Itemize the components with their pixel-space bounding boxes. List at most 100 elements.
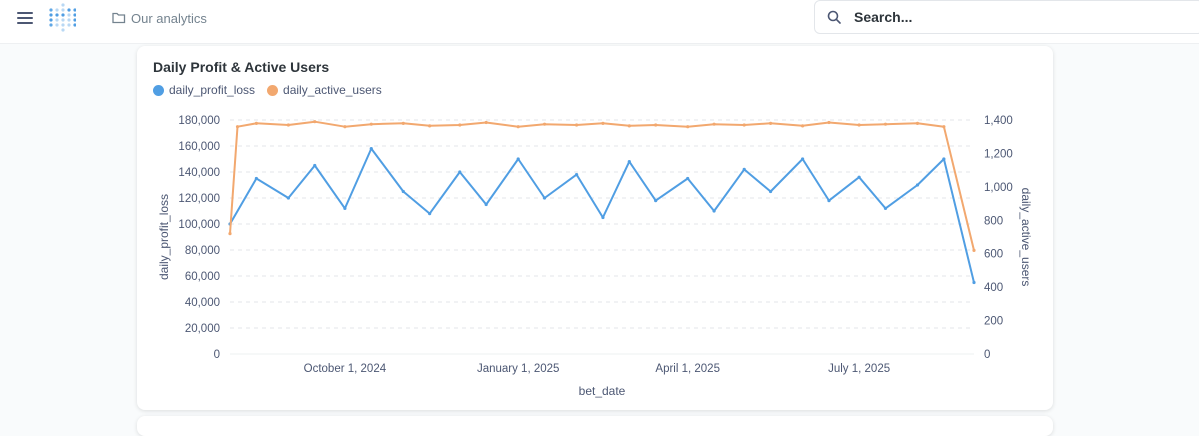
y2-tick-label: 800 <box>984 215 1003 227</box>
y-tick-label: 140,000 <box>178 167 220 179</box>
y-axis-label: daily_profit_loss <box>157 194 171 280</box>
x-tick-label: July 1, 2025 <box>828 363 890 375</box>
data-point-daily_profit_loss <box>542 196 547 200</box>
search-input[interactable] <box>852 8 1156 26</box>
data-point-daily_profit_loss <box>286 196 290 200</box>
data-point-daily_active_users <box>972 248 976 252</box>
data-point-daily_profit_loss <box>827 199 831 203</box>
series-line-daily_active_users <box>229 120 975 251</box>
legend-item-profit[interactable]: daily_profit_loss <box>153 83 255 97</box>
y2-tick-label: 200 <box>984 316 1003 328</box>
legend-dot <box>153 84 164 96</box>
data-point-daily_profit_loss <box>686 176 690 181</box>
y-tick-label: 80,000 <box>185 245 220 257</box>
y-tick-label: 40,000 <box>185 297 220 309</box>
data-point-daily_active_users <box>883 122 888 126</box>
data-point-daily_active_users <box>627 124 631 128</box>
data-point-daily_profit_loss <box>972 280 976 285</box>
data-point-daily_active_users <box>228 232 232 236</box>
data-point-daily_profit_loss <box>742 167 746 171</box>
data-point-daily_profit_loss <box>857 175 861 179</box>
y2-tick-label: 0 <box>984 349 990 361</box>
y-tick-label: 160,000 <box>178 141 220 153</box>
data-point-daily_active_users <box>942 125 946 129</box>
y-tick-label: 20,000 <box>185 323 220 335</box>
search-bar[interactable] <box>814 0 1199 34</box>
data-point-daily_active_users <box>254 121 258 125</box>
y-tick-label: 60,000 <box>185 271 220 283</box>
y-tick-label: 0 <box>214 349 220 361</box>
y2-axis-label: daily_active_users <box>1019 188 1033 287</box>
data-point-daily_active_users <box>742 123 746 127</box>
data-point-daily_active_users <box>343 125 347 129</box>
data-point-daily_profit_loss <box>768 189 773 194</box>
metabase-logo-icon[interactable] <box>48 2 77 34</box>
data-point-daily_active_users <box>601 121 605 125</box>
data-point-daily_active_users <box>654 123 658 127</box>
data-point-daily_active_users <box>428 124 432 128</box>
legend-item-users[interactable]: daily_active_users <box>267 83 382 97</box>
data-point-daily_active_users <box>915 121 920 125</box>
y2-tick-label: 1,400 <box>984 115 1013 127</box>
hamburger-icon-line <box>17 17 33 19</box>
x-tick-label: October 1, 2024 <box>304 363 387 375</box>
data-point-daily_active_users <box>484 120 488 125</box>
data-point-daily_profit_loss <box>254 176 258 181</box>
data-point-daily_active_users <box>686 125 690 129</box>
folder-icon <box>112 12 126 24</box>
line-chart: 0 20,000 40,000 60,000 80,000 100,000 120,000 1… <box>157 115 1033 398</box>
x-tick-label: April 1, 2025 <box>655 363 720 375</box>
data-point-daily_profit_loss <box>654 199 658 203</box>
collection-breadcrumb[interactable]: Our analytics <box>112 9 207 27</box>
data-point-daily_profit_loss <box>516 157 520 161</box>
data-point-daily_profit_loss <box>484 202 488 207</box>
data-point-daily_active_users <box>235 125 240 129</box>
y-tick-label: 100,000 <box>178 219 220 231</box>
data-point-daily_profit_loss <box>313 163 317 168</box>
data-point-daily_active_users <box>827 120 831 125</box>
search-icon <box>827 10 841 24</box>
data-point-daily_profit_loss <box>458 170 462 174</box>
data-point-daily_active_users <box>574 123 579 127</box>
x-tick-label: January 1, 2025 <box>477 363 559 375</box>
collection-label: Our analytics <box>131 10 207 26</box>
data-point-daily_active_users <box>800 124 805 128</box>
data-point-daily_profit_loss <box>883 206 888 210</box>
data-point-daily_active_users <box>401 121 405 125</box>
data-point-daily_profit_loss <box>712 209 716 213</box>
data-point-daily_active_users <box>712 122 716 126</box>
data-point-daily_profit_loss <box>627 160 631 164</box>
y-tick-label: 120,000 <box>178 193 220 205</box>
sidebar-toggle-button[interactable] <box>17 10 33 26</box>
y2-tick-label: 600 <box>984 249 1003 261</box>
legend-label: daily_profit_loss <box>169 83 256 97</box>
data-point-daily_active_users <box>768 121 773 125</box>
data-point-daily_active_users <box>516 125 520 129</box>
data-point-daily_profit_loss <box>942 157 946 161</box>
data-point-daily_profit_loss <box>574 173 579 177</box>
chart-legend: daily_profit_loss daily_active_users <box>153 83 394 97</box>
data-point-daily_active_users <box>286 123 290 127</box>
dashboard-card-partial <box>137 416 1053 436</box>
legend-label: daily_active_users <box>283 83 382 97</box>
data-point-daily_profit_loss <box>800 157 805 161</box>
data-point-daily_profit_loss <box>401 189 405 194</box>
x-axis-label: bet_date <box>579 384 626 398</box>
top-navigation-bar: Our analytics <box>0 0 1199 44</box>
legend-dot <box>267 84 279 96</box>
y2-tick-label: 1,200 <box>984 148 1013 160</box>
dashboard-card: Daily Profit & Active Users daily_profit… <box>137 46 1053 410</box>
data-point-daily_active_users <box>313 120 317 124</box>
data-point-daily_active_users <box>542 122 547 126</box>
data-point-daily_profit_loss <box>915 183 920 187</box>
hamburger-icon-line <box>17 22 33 24</box>
series-line-daily_profit_loss <box>229 147 975 283</box>
card-title[interactable]: Daily Profit & Active Users <box>153 59 330 75</box>
data-point-daily_active_users <box>458 123 462 127</box>
data-point-daily_profit_loss <box>369 147 373 151</box>
y2-tick-label: 400 <box>984 282 1003 294</box>
y2-tick-label: 1,000 <box>984 182 1013 194</box>
data-point-daily_profit_loss <box>428 212 432 216</box>
data-point-daily_active_users <box>369 122 373 126</box>
hamburger-icon-line <box>17 12 33 14</box>
